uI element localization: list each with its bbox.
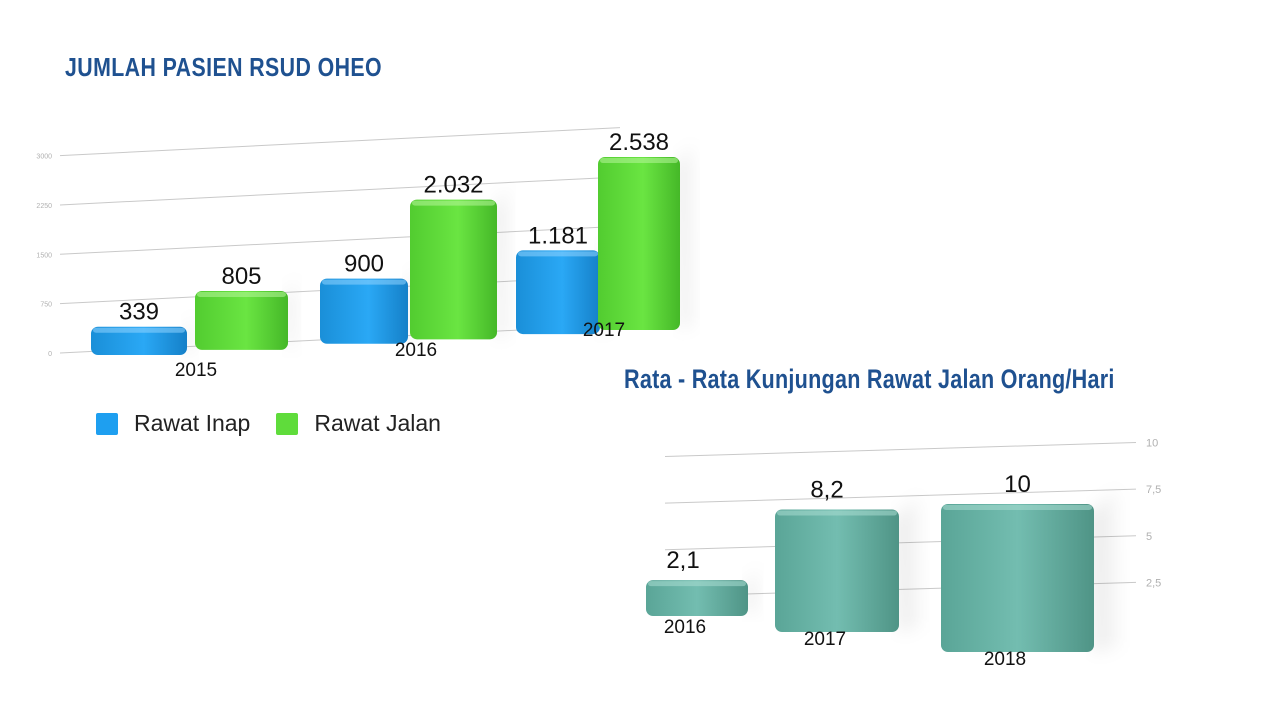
x-tick-label: 2017 [804,629,846,650]
data-label: 339 [119,299,159,326]
gridline [664,442,1137,457]
bar-rawat-inap-2016-cap [322,279,406,285]
bar-rawat-inap-2016 [320,278,408,344]
data-label: 2.538 [609,129,669,156]
bar-rawat-jalan-2017-cap [600,158,678,164]
y-tick-label: 5 [1146,531,1152,543]
bar-rawat-inap-2015-cap [93,327,185,333]
bar-rawat-jalan-2016 [410,199,497,340]
bar-rawat-jalan-2017 [598,157,680,331]
data-label: 1.181 [528,222,588,249]
bar-visits-2016-cap [648,581,746,587]
legend-swatch-rawat-jalan [276,412,299,435]
x-tick-label: 2016 [664,617,706,638]
bar-visits-2017 [775,509,899,632]
patients-bar-chart: 0 750 1500 2250 3000 339 805 2015 900 2.032 2016 1.… [36,127,698,381]
data-label: 900 [344,251,384,278]
data-label: 8,2 [810,477,843,504]
legend: Rawat Inap Rawat Jalan [96,410,467,437]
data-label: 805 [221,263,261,290]
bar-rawat-inap-2015 [91,326,187,356]
gridline [59,127,621,157]
bar-rawat-inap-2017 [516,250,600,335]
bar-rawat-jalan-2017-shadow [676,139,698,331]
x-tick-label: 2015 [175,360,217,381]
data-label: 10 [1004,471,1031,498]
chart-title-patients: JUMLAH PASIEN RSUD OHEO [65,52,383,82]
y-tick-label: 2,5 [1146,577,1161,589]
bar-rawat-jalan-2015 [195,290,288,350]
visits-bar-chart: 2,5 5 7,5 10 2,1 2016 8,2 2017 10 2018 [646,438,1161,670]
data-label: 2.032 [423,172,483,199]
gridline [59,225,621,255]
y-tick-label: 3000 [36,154,52,161]
y-tick-label: 1500 [36,252,52,259]
bar-rawat-jalan-2015-cap [197,291,286,297]
bar-visits-2018 [941,504,1094,652]
y-tick-label: 2250 [36,203,52,210]
y-tick-label: 10 [1146,438,1158,450]
bar-visits-2018-cap [943,505,1092,510]
bar-visits-2017-shadow [895,491,927,632]
bar-rawat-inap-2017-cap [518,251,598,257]
y-tick-label: 750 [40,302,52,309]
gridline [664,488,1137,504]
bar-visits-2016 [646,580,748,616]
bar-visits-2017-cap [777,510,897,516]
bar-visits-2018-shadow [1090,486,1126,652]
legend-label-rawat-jalan: Rawat Jalan [314,410,441,436]
data-label: 2,1 [666,547,699,574]
y-tick-label: 7,5 [1146,484,1161,496]
legend-label-rawat-inap: Rawat Inap [134,410,251,436]
bar-visits-2016-shadow [744,562,762,616]
y-tick-label: 0 [48,351,52,358]
x-tick-label: 2018 [984,649,1026,670]
legend-swatch-rawat-inap [96,412,118,435]
gridline [59,176,621,206]
bar-rawat-jalan-2016-cap [412,200,495,206]
x-tick-label: 2017 [583,320,625,341]
x-tick-label: 2016 [395,340,437,361]
chart-title-visits: Rata - Rata Kunjungan Rawat Jalan Orang/… [624,364,1115,394]
bar-rawat-jalan-2016-shadow [493,181,514,340]
